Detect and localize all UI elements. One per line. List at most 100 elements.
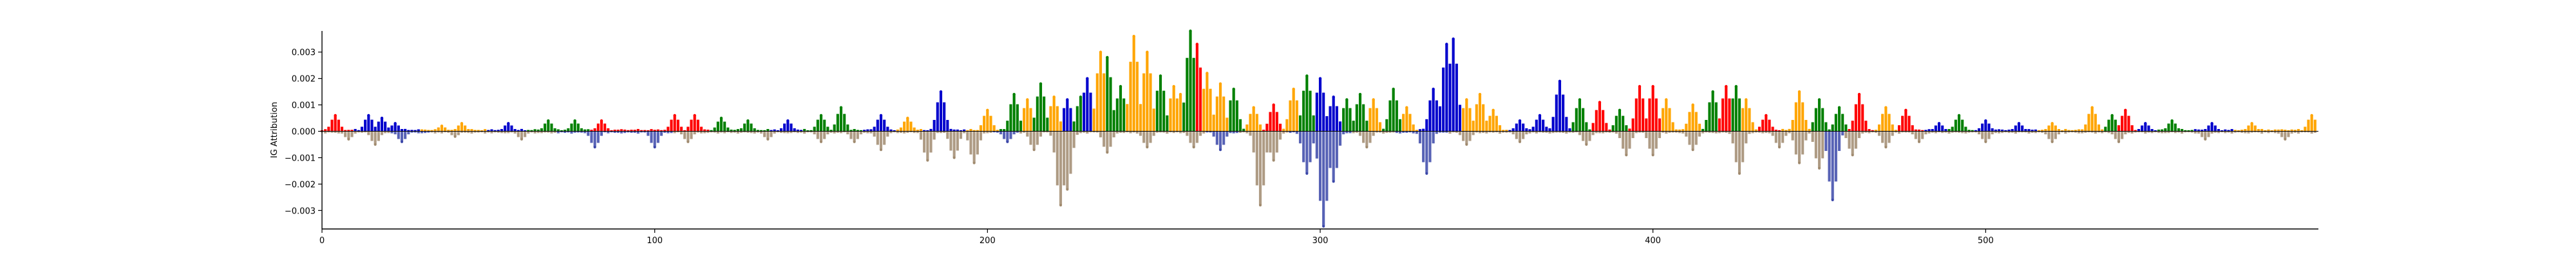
attribution-bar-positive: [2260, 128, 2264, 132]
attribution-bar-negative: [1282, 131, 1285, 134]
attribution-bar-negative: [816, 131, 819, 139]
attribution-bar-negative: [1685, 131, 1688, 137]
attribution-bar-negative: [616, 131, 620, 134]
attribution-bar-positive: [1622, 115, 1625, 132]
attribution-bar-negative: [1355, 131, 1358, 133]
attribution-bar-negative: [753, 131, 756, 134]
attribution-bar-positive: [1435, 100, 1438, 132]
attribution-bar-negative: [1608, 131, 1611, 133]
attribution-bar-positive: [1951, 126, 1954, 132]
attribution-bar-negative: [567, 131, 570, 133]
attribution-bar-negative: [763, 131, 766, 137]
attribution-bar-negative: [813, 131, 816, 135]
attribution-bar-positive: [1848, 129, 1851, 132]
positive-peak-point: [2124, 108, 2127, 112]
attribution-bar-negative: [1152, 131, 1155, 136]
negative-peak-point: [1818, 166, 1821, 170]
attribution-bar-positive: [943, 102, 946, 132]
attribution-bar-positive: [1249, 114, 1252, 132]
attribution-bar-negative: [1981, 131, 1984, 139]
attribution-bar-negative: [853, 131, 856, 142]
positive-peak-point: [440, 124, 444, 128]
attribution-bar-negative: [1801, 131, 1804, 155]
attribution-bar-negative: [1571, 131, 1575, 133]
attribution-bar-negative: [706, 131, 710, 134]
attribution-bar-negative: [1551, 131, 1555, 134]
positive-peak-point: [1638, 84, 1642, 88]
attribution-bar-positive: [1029, 108, 1032, 132]
attribution-bar-positive: [829, 130, 833, 132]
attribution-bar-negative: [906, 131, 909, 134]
attribution-bar-negative: [2041, 131, 2044, 133]
attribution-bar-positive: [656, 129, 659, 132]
attribution-bar-positive: [1079, 97, 1083, 132]
attribution-bar-positive: [1751, 122, 1754, 132]
attribution-bar-negative: [886, 131, 889, 137]
attribution-bar-negative: [1265, 131, 1269, 153]
attribution-bar-negative: [493, 131, 497, 133]
attribution-bar-positive: [899, 127, 903, 132]
attribution-bar-positive: [590, 130, 593, 132]
attribution-bar-negative: [739, 131, 743, 133]
attribution-bar-positive: [2221, 130, 2224, 132]
attribution-bar-negative: [1099, 131, 1103, 137]
attribution-bar-negative: [1615, 131, 1618, 134]
attribution-bar-positive: [986, 110, 989, 132]
attribution-bar-positive: [1472, 121, 1475, 132]
positive-peak-point: [1012, 93, 1016, 96]
attribution-bar-positive: [2240, 130, 2244, 132]
attribution-bar-positive: [536, 129, 540, 132]
attribution-bar-negative: [384, 131, 387, 134]
attribution-bar-positive: [2224, 129, 2227, 132]
attribution-bar-positive: [1445, 44, 1448, 132]
attribution-bar-negative: [327, 131, 330, 133]
attribution-bar-negative: [796, 131, 799, 134]
attribution-bar-positive: [2070, 130, 2074, 132]
attribution-bar-positive: [926, 130, 929, 132]
attribution-bar-positive: [420, 129, 424, 132]
attribution-bar-negative: [367, 131, 370, 135]
attribution-bar-positive: [1198, 67, 1202, 132]
attribution-bar-negative: [1115, 131, 1119, 134]
attribution-bar-positive: [327, 126, 330, 132]
attribution-bar-positive: [430, 130, 433, 132]
attribution-bar-positive: [1904, 110, 1908, 132]
negative-peak-point: [1332, 180, 1335, 183]
attribution-bar-negative: [1824, 131, 1828, 152]
attribution-bar-negative: [404, 131, 407, 139]
attribution-bar-negative: [1315, 131, 1318, 159]
attribution-bar-positive: [1548, 128, 1551, 132]
attribution-bar-positive: [2167, 123, 2170, 132]
attribution-bar-negative: [1901, 131, 1904, 133]
attribution-bar-positive: [2227, 130, 2230, 132]
attribution-bar-negative: [1186, 131, 1189, 136]
attribution-bar-positive: [893, 130, 896, 132]
attribution-bar-positive: [473, 130, 477, 132]
attribution-bar-positive: [1209, 88, 1212, 132]
attribution-bar-positive: [1432, 89, 1435, 132]
attribution-bar-negative: [1654, 131, 1658, 149]
attribution-bar-positive: [1129, 61, 1132, 132]
attribution-bar-positive: [407, 130, 410, 132]
attribution-bar-positive: [2027, 129, 2031, 132]
attribution-bar-negative: [1628, 131, 1631, 149]
attribution-bar-negative: [1728, 131, 1731, 134]
attribution-bar-positive: [1063, 108, 1066, 132]
attribution-bar-negative: [1026, 131, 1029, 137]
attribution-bar-positive: [2190, 130, 2193, 132]
positive-peak-point: [1937, 122, 1941, 125]
attribution-bar-positive: [1132, 36, 1135, 132]
attribution-bar-negative: [650, 131, 653, 143]
attribution-bar-positive: [553, 128, 556, 132]
attribution-bar-negative: [1611, 131, 1615, 133]
attribution-bar-positive: [2130, 125, 2134, 132]
attribution-bar-negative: [1016, 131, 1019, 133]
attribution-bar-negative: [1711, 131, 1714, 134]
attribution-bar-positive: [776, 130, 779, 132]
attribution-bar-positive: [587, 129, 590, 132]
attribution-bar-negative: [1232, 131, 1235, 134]
attribution-bar-positive: [1026, 99, 1029, 132]
attribution-bar-positive: [1269, 112, 1272, 132]
attribution-bar-negative: [1089, 131, 1092, 133]
positive-peak-point: [1765, 114, 1768, 117]
